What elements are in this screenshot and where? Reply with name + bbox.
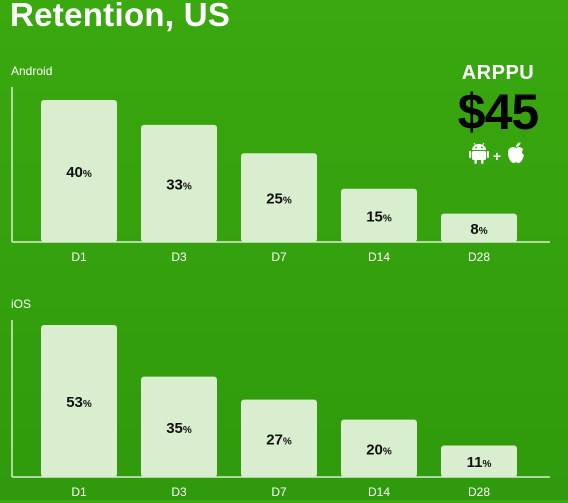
x-tick-label: D3 [171, 250, 187, 264]
bar-value-label: 53% [66, 394, 92, 411]
arppu-panel: ARPPU $45 + [448, 62, 548, 170]
chart-title: iOS [11, 297, 31, 311]
x-tick-label: D28 [468, 485, 490, 499]
page-title: Retention, US [10, 0, 231, 33]
arppu-value: $45 [457, 84, 539, 140]
bar-value-label: 25% [266, 191, 292, 208]
bar-value-label: 20% [366, 441, 392, 458]
bar-value-label: 8% [470, 221, 487, 238]
ios-retention-chart: iOS 53% D1 35% D3 27% D7 20% D14 11% D28 [11, 297, 550, 499]
bar-d1 [41, 325, 117, 477]
plus-sign: + [492, 147, 502, 164]
x-tick-label: D7 [271, 485, 287, 499]
bar-value-label: 15% [366, 208, 392, 225]
bar-d14 [341, 188, 417, 242]
bar-value-label: 33% [166, 176, 192, 193]
x-tick-label: D3 [171, 485, 187, 499]
bar-value-label: 40% [66, 164, 92, 181]
arppu-label: ARPPU [461, 62, 535, 84]
x-tick-label: D14 [368, 485, 390, 499]
bar-d28 [441, 213, 517, 242]
x-tick-label: D1 [71, 485, 87, 499]
x-tick-label: D14 [368, 250, 390, 264]
bar-d14 [341, 419, 417, 477]
bar-d7 [241, 153, 317, 242]
bar-value-label: 27% [266, 431, 292, 448]
bar-value-label: 35% [166, 420, 192, 437]
x-tick-label: D7 [271, 250, 287, 264]
bar-value-label: 11% [467, 454, 492, 471]
apple-icon [505, 141, 529, 170]
bar-d3 [141, 376, 217, 477]
bar-d3 [141, 124, 217, 242]
x-tick-label: D28 [468, 250, 490, 264]
bar-d1 [41, 100, 117, 242]
android-icon [468, 141, 489, 170]
bar-d28 [441, 445, 517, 477]
bar-d7 [241, 399, 317, 477]
platform-icons: + [448, 141, 548, 170]
x-tick-label: D1 [71, 250, 87, 264]
chart-title: Android [11, 64, 52, 78]
android-retention-chart: Android 40% D1 33% D3 25% D7 15% D14 8% D28 [11, 64, 550, 264]
